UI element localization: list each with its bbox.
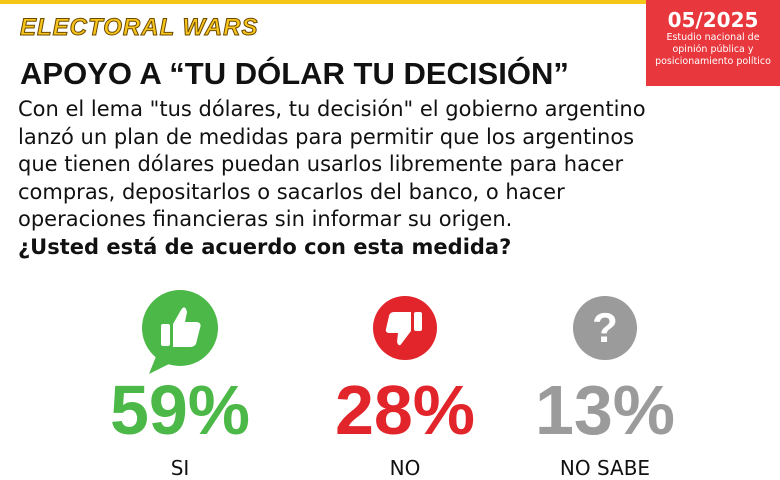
date: 05/2025: [667, 8, 759, 32]
body-line: Con el lema "tus dólares, tu decisión" e…: [18, 97, 646, 121]
title: APOYO A “TU DÓLAR TU DECISIÓN”: [20, 56, 569, 91]
body-line: compras, depositarlos o sacarlos del ban…: [18, 179, 565, 204]
svg-text:?: ?: [592, 304, 618, 351]
body-line: que tienen dólares puedan usarlos librem…: [18, 152, 624, 176]
source: Estudio nacional de opinión pública y posi…: [646, 32, 780, 68]
body-line: lanzó un plan de medidas para permitir q…: [18, 124, 635, 149]
top-line: [0, 0, 780, 4]
source-line: posicionamiento político: [655, 56, 771, 67]
percentage: 13%: [534, 371, 676, 449]
result-label: NO: [389, 456, 421, 480]
result-label: NO SABE: [559, 456, 651, 480]
result: 28% NO: [305, 288, 505, 480]
source-line: Estudio nacional de: [666, 32, 760, 43]
percentage: 28%: [334, 371, 476, 449]
date-badge: 05/2025 Estudio nacional de opinión públi…: [646, 0, 780, 86]
body: Con el lema "tus dólares, tu decisión" e…: [18, 96, 646, 261]
brand: ELECTORAL WARS: [19, 14, 259, 42]
percentage: 59%: [109, 371, 251, 449]
body-line: operaciones financieras sin informar su …: [18, 207, 513, 231]
result: ? 13% NO SABE: [505, 288, 705, 480]
icon-thumbs-down: [373, 296, 437, 360]
icon-thumbs-up: [142, 290, 218, 374]
question: ¿Usted está de acuerdo con esta medida?: [18, 234, 512, 259]
result: 59% SI: [80, 288, 280, 480]
source-line: opinión pública y: [672, 44, 754, 55]
icon-question: ?: [573, 296, 637, 360]
result-label: SI: [170, 456, 190, 480]
